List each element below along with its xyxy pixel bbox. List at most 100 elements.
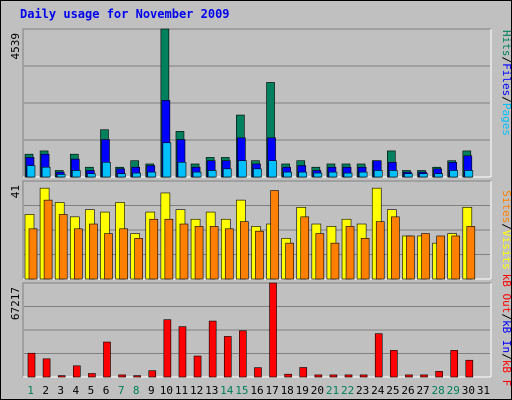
x-tick-day-23: 23: [356, 384, 369, 397]
bar-sites-day-20: [315, 233, 325, 280]
bar-kbout-day-5: [88, 373, 96, 378]
bar-pages-day-20: [313, 172, 323, 178]
bar-sites-day-16: [255, 230, 264, 280]
bar-kbout-day-8: [133, 375, 141, 378]
x-tick-day-17: 17: [265, 384, 278, 397]
x-tick-day-30: 30: [462, 384, 475, 397]
x-tick-day-1: 1: [27, 384, 34, 397]
bar-pages-day-18: [283, 171, 292, 178]
legend-bot: kB Out/kB In/kB F: [500, 274, 511, 387]
x-tick-day-7: 7: [118, 384, 125, 397]
bar-sites-day-15: [240, 221, 249, 280]
legend-mid-part: Visits: [500, 230, 511, 270]
chart-title: Daily usage for November 2009: [20, 7, 230, 21]
bar-kbout-day-26: [405, 374, 413, 378]
bar-kbout-day-30: [465, 359, 474, 378]
bar-kbout-day-14: [223, 336, 232, 378]
bar-kbout-day-15: [239, 330, 247, 378]
bar-sites-day-2: [43, 199, 53, 280]
bar-kbout-day-29: [450, 350, 459, 378]
legend-top-part: /: [500, 57, 511, 64]
bar-pages-day-16: [253, 168, 262, 178]
panel-bot-max-label: 67217: [9, 287, 22, 320]
bar-sites-day-3: [58, 214, 68, 280]
bar-pages-day-19: [298, 171, 308, 178]
bar-pages-day-6: [102, 162, 111, 178]
bar-sites-day-21: [330, 242, 340, 280]
bar-pages-day-3: [56, 174, 66, 178]
x-tick-day-24: 24: [371, 384, 385, 397]
x-tick-day-22: 22: [341, 384, 354, 397]
legend-mid-part: /: [500, 223, 511, 230]
bar-sites-day-17: [270, 190, 279, 280]
x-tick-day-5: 5: [88, 384, 95, 397]
x-tick-day-16: 16: [250, 384, 263, 397]
bar-kbout-day-25: [390, 350, 398, 378]
bar-sites-day-27: [421, 233, 430, 280]
x-tick-day-12: 12: [190, 384, 203, 397]
bar-kbout-day-18: [284, 373, 292, 378]
legend-top-part: Files: [500, 63, 511, 96]
x-tick-day-28: 28: [432, 384, 445, 397]
bar-pages-day-17: [268, 160, 277, 178]
legend-top-part: Hits: [500, 30, 511, 57]
bar-kbout-day-17: [269, 282, 277, 378]
x-tick-day-19: 19: [296, 384, 309, 397]
bar-pages-day-5: [87, 173, 96, 178]
bar-pages-day-30: [464, 170, 474, 178]
legend-mid-part: Sites: [500, 190, 511, 223]
bar-kbout-day-28: [435, 371, 443, 378]
bar-sites-day-29: [451, 235, 461, 280]
bar-sites-day-12: [194, 226, 204, 280]
x-tick-day-11: 11: [175, 384, 188, 397]
bar-pages-day-26: [404, 173, 413, 178]
bar-pages-day-12: [192, 171, 202, 178]
bar-sites-day-8: [134, 238, 143, 280]
bar-pages-day-1: [26, 165, 36, 178]
bar-sites-day-24: [375, 221, 385, 280]
x-tick-day-9: 9: [148, 384, 155, 397]
bar-sites-day-6: [104, 233, 113, 280]
bar-pages-day-15: [238, 160, 247, 178]
bar-kbout-day-10: [163, 319, 172, 378]
bar-kbout-day-12: [193, 355, 202, 378]
bar-pages-day-22: [343, 172, 353, 178]
bar-kbout-day-22: [344, 374, 353, 378]
bar-kbout-day-7: [118, 374, 126, 378]
bar-sites-day-28: [436, 235, 445, 280]
bar-pages-day-25: [389, 170, 398, 178]
bar-kbout-day-11: [178, 326, 187, 378]
legend-top: Hits/Files/Pages: [500, 30, 511, 136]
bar-sites-day-10: [164, 218, 174, 280]
panel-top-max-label: 4539: [9, 33, 22, 60]
legend-top-part: Pages: [500, 103, 511, 136]
x-tick-day-31: 31: [477, 384, 490, 397]
x-tick-day-8: 8: [133, 384, 140, 397]
bar-pages-day-21: [328, 171, 338, 178]
bar-sites-day-22: [345, 226, 355, 280]
legend-top-part: /: [500, 96, 511, 103]
bar-kbout-day-20: [314, 374, 323, 378]
bar-sites-day-30: [466, 226, 476, 280]
bar-sites-day-25: [391, 216, 400, 280]
bar-pages-day-2: [41, 166, 51, 178]
bar-kbout-day-13: [208, 320, 217, 378]
bar-kbout-day-4: [72, 365, 81, 378]
x-tick-day-14: 14: [220, 384, 234, 397]
bar-sites-day-11: [179, 223, 189, 280]
bar-sites-day-23: [360, 238, 370, 280]
bar-pages-day-13: [207, 170, 217, 178]
bar-kbout-day-2: [42, 358, 51, 378]
x-tick-day-3: 3: [57, 384, 64, 397]
bar-sites-day-19: [300, 216, 310, 280]
x-tick-day-20: 20: [311, 384, 324, 397]
bar-sites-day-26: [406, 235, 415, 280]
legend-bot-part: kB Out: [500, 274, 511, 314]
x-tick-day-15: 15: [235, 384, 248, 397]
x-tick-day-29: 29: [447, 384, 460, 397]
bar-kbout-day-24: [374, 333, 383, 378]
bar-pages-day-28: [434, 173, 443, 178]
x-tick-day-4: 4: [73, 384, 80, 397]
x-tick-day-13: 13: [205, 384, 218, 397]
